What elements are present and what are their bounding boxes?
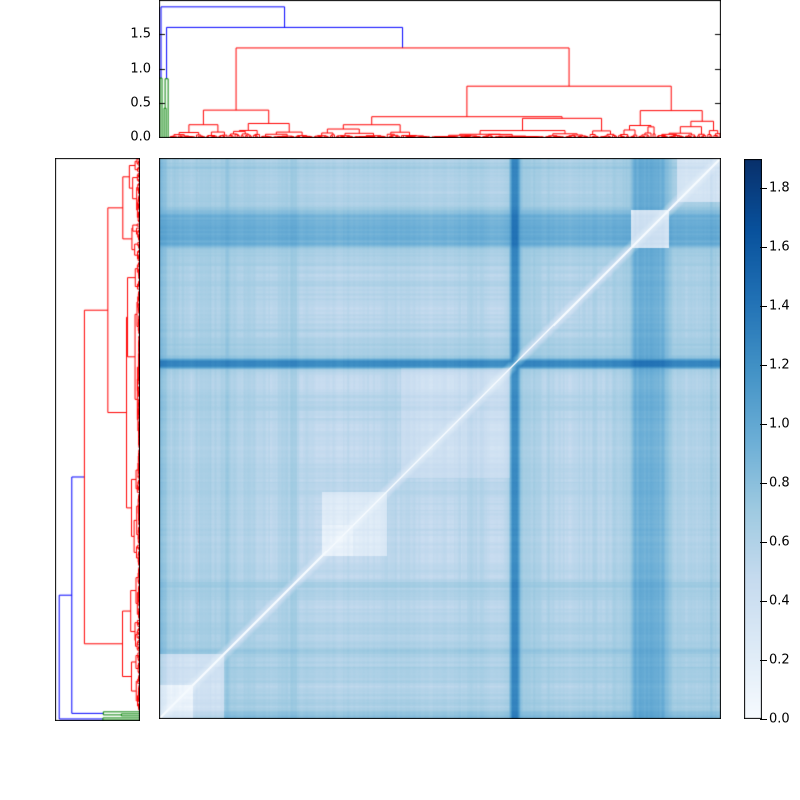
colorbar-tick-mark bbox=[760, 188, 767, 189]
colorbar-tick-label: 0.2 bbox=[769, 652, 790, 668]
colorbar-tick-mark bbox=[760, 365, 767, 366]
distance-matrix-heatmap bbox=[159, 158, 721, 719]
top-dendrogram-tick-label: 1.0 bbox=[130, 61, 151, 76]
colorbar-tick-label: 0.6 bbox=[769, 534, 790, 550]
colorbar-tick-label: 0.4 bbox=[769, 593, 790, 609]
colorbar-tick-mark bbox=[760, 542, 767, 543]
colorbar-tick-label: 1.2 bbox=[769, 357, 790, 373]
colorbar-tick-label: 1.6 bbox=[769, 239, 790, 255]
colorbar-tick-mark bbox=[760, 306, 767, 307]
colorbar-tick-label: 0.8 bbox=[769, 475, 790, 491]
colorbar-tick-label: 1.4 bbox=[769, 298, 790, 314]
colorbar-tick-label: 0.0 bbox=[769, 711, 790, 727]
top-dendrogram-tick-label: 0.5 bbox=[130, 95, 151, 111]
colorbar-tick-mark bbox=[760, 483, 767, 484]
colorbar-tick-mark bbox=[760, 424, 767, 425]
colorbar-tick-mark bbox=[760, 247, 767, 248]
top-dendrogram-plot bbox=[159, 0, 721, 138]
colorbar-tick-mark bbox=[760, 660, 767, 661]
colorbar bbox=[744, 159, 762, 719]
colorbar-tick-mark bbox=[760, 601, 767, 602]
colorbar-tick-mark bbox=[760, 719, 767, 720]
top-dendrogram-tick-label: 1.5 bbox=[130, 26, 151, 42]
left-dendrogram-plot bbox=[55, 158, 140, 721]
top-dendrogram-tick-label: 0.0 bbox=[130, 129, 151, 145]
colorbar-tick-label: 1.0 bbox=[769, 416, 790, 432]
colorbar-tick-label: 1.8 bbox=[769, 180, 790, 196]
